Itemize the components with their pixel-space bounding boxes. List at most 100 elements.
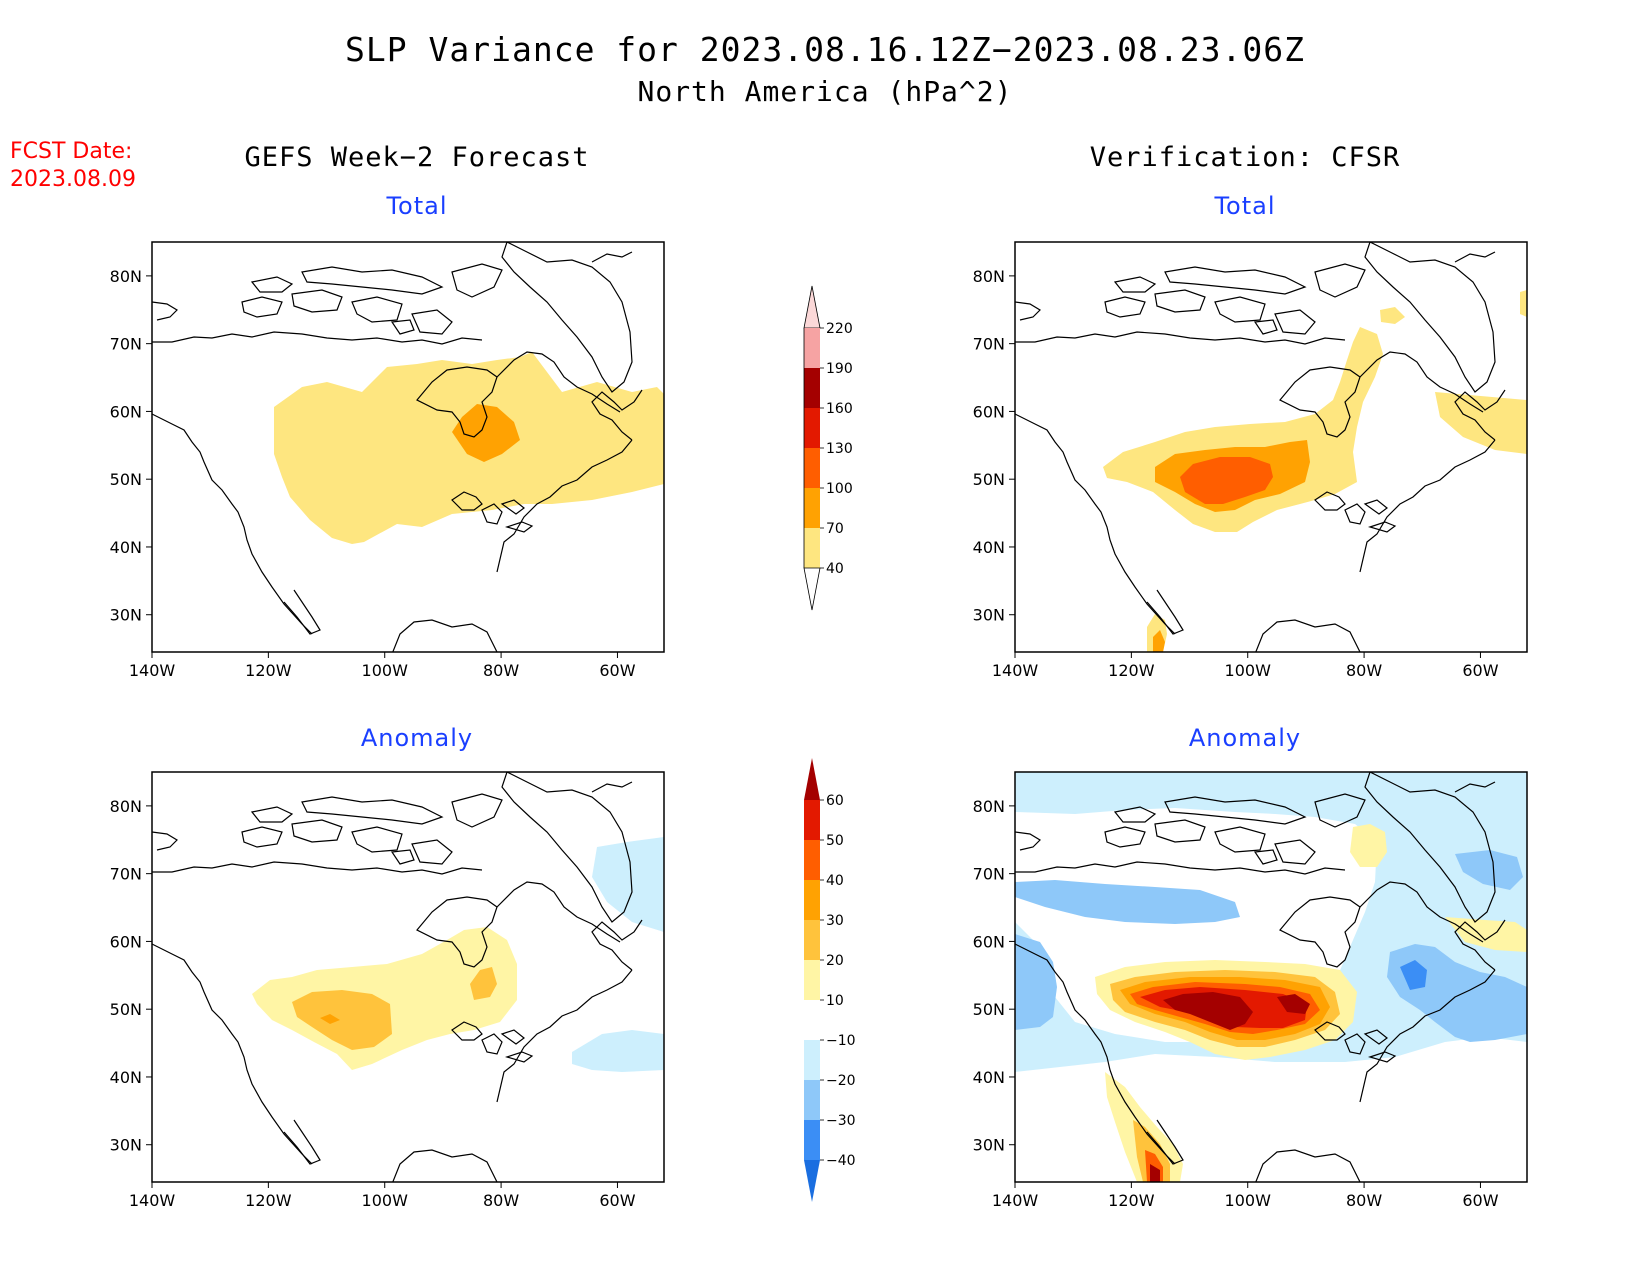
colorbar-swatch [804, 920, 820, 960]
colorbar-label: 100 [826, 481, 853, 497]
panel-title-forecast-anomaly: Anomaly [360, 724, 474, 752]
lon-label: 120W [245, 1191, 292, 1210]
lat-label: 50N [110, 470, 142, 489]
colorbar-label: 50 [826, 833, 844, 849]
lat-label: 70N [973, 865, 1005, 884]
colorbar-swatch [804, 880, 820, 920]
panel-frame [151, 241, 665, 653]
colorbar-label: −30 [826, 1113, 856, 1129]
lon-label: 140W [992, 661, 1039, 680]
map-panel-verification-total: 30N 40N 50N 60N 70N 80N 140W 120W 100W 80W 60W [973, 241, 1528, 680]
lon-label: 80W [483, 661, 519, 680]
shaded-region [1153, 630, 1165, 652]
colorbar-swatch [804, 1000, 820, 1040]
panel-frame [151, 771, 665, 1183]
shaded-region [252, 927, 517, 1070]
map-panel-forecast-anomaly: 30N 40N 50N 60N 70N 80N 140W 120W 100W 80W 60W [110, 771, 665, 1210]
colorbar-label: 20 [826, 953, 844, 969]
lat-label: 40N [973, 1068, 1005, 1087]
shaded-region [1180, 457, 1273, 504]
lon-label: 100W [362, 1191, 409, 1210]
shaded-region [1380, 307, 1405, 324]
lon-label: 60W [1462, 1191, 1498, 1210]
shading-verification-anomaly [1015, 772, 1527, 1182]
colorbar-swatch [804, 448, 820, 488]
colorbar-label: 30 [826, 913, 844, 929]
colorbar-label: 10 [826, 993, 844, 1009]
lon-label: 60W [599, 661, 635, 680]
lat-label: 80N [973, 267, 1005, 286]
shaded-region [1150, 1164, 1160, 1182]
shaded-region [1015, 880, 1240, 924]
lat-label: 60N [973, 402, 1005, 421]
colorbar-label: 40 [826, 561, 844, 577]
colorbar-arrow-top [804, 758, 820, 800]
lon-label: 60W [599, 1191, 635, 1210]
lon-label: 120W [1108, 1191, 1155, 1210]
colorbar-swatch [804, 1040, 820, 1080]
colorbar-label: 220 [826, 321, 853, 337]
lat-label: 30N [110, 606, 142, 625]
colorbar-label: 60 [826, 793, 844, 809]
shaded-region [1520, 290, 1527, 317]
panel-frame [1014, 771, 1528, 1183]
colorbar-label: 190 [826, 361, 853, 377]
colorbar-arrow-bottom [804, 1160, 820, 1202]
lat-label: 60N [973, 932, 1005, 951]
colorbar-swatch [804, 488, 820, 528]
lat-label: 40N [110, 1068, 142, 1087]
colorbar-label: 160 [826, 401, 853, 417]
colorbar-label: −20 [826, 1073, 856, 1089]
shading-forecast-anomaly [152, 772, 664, 1182]
anomaly-colorbar: −40 −30 −20 −10 10 20 30 40 50 60 [804, 758, 856, 1202]
lat-label: 80N [973, 797, 1005, 816]
colorbar-label: 70 [826, 521, 844, 537]
map-panel-verification-anomaly: 30N 40N 50N 60N 70N 80N 140W 120W 100W 80W 60W [973, 771, 1528, 1210]
lat-label: 40N [110, 538, 142, 557]
lat-label: 80N [110, 267, 142, 286]
shaded-region [1435, 392, 1527, 454]
lon-label: 80W [483, 1191, 519, 1210]
lat-label: 70N [110, 865, 142, 884]
colorbar-swatch [804, 328, 820, 368]
colorbar-swatch [804, 800, 820, 840]
lon-label: 120W [245, 661, 292, 680]
column-title-verification: Verification: CFSR [1089, 142, 1401, 173]
colorbar-swatch [804, 368, 820, 408]
lat-label: 50N [973, 470, 1005, 489]
shaded-region [572, 1030, 664, 1072]
column-title-forecast: GEFS Week−2 Forecast [244, 142, 590, 173]
lat-label: 60N [110, 932, 142, 951]
lon-label: 100W [1225, 661, 1272, 680]
forecast-date-value: 2023.08.09 [10, 167, 136, 192]
lat-label: 50N [973, 1000, 1005, 1019]
shading-forecast-total [152, 242, 664, 652]
lon-label: 60W [1462, 661, 1498, 680]
lon-label: 140W [129, 1191, 176, 1210]
lon-label: 80W [1346, 1191, 1382, 1210]
total-colorbar: 40 70 100 130 160 190 220 [803, 285, 853, 611]
lat-label: 30N [973, 606, 1005, 625]
lon-label: 100W [1225, 1191, 1272, 1210]
lat-label: 50N [110, 1000, 142, 1019]
shaded-region [592, 837, 664, 932]
colorbar-swatch [804, 528, 820, 568]
colorbar-swatch [804, 1080, 820, 1120]
main-subtitle: North America (hPa^2) [637, 75, 1013, 108]
lon-label: 140W [992, 1191, 1039, 1210]
shaded-region [452, 404, 520, 462]
shaded-region [1015, 934, 1057, 1030]
colorbar-label: −40 [826, 1153, 856, 1169]
shaded-region [320, 1014, 340, 1024]
lat-label: 30N [973, 1136, 1005, 1155]
colorbar-label: 130 [826, 441, 853, 457]
lat-label: 80N [110, 797, 142, 816]
colorbar-swatch [804, 1120, 820, 1160]
lon-label: 80W [1346, 661, 1382, 680]
forecast-date-label: FCST Date: [10, 139, 133, 164]
shaded-region [1163, 992, 1253, 1030]
shaded-region [1350, 824, 1387, 867]
lat-label: 70N [110, 335, 142, 354]
forecast-date: FCST Date: 2023.08.09 [10, 138, 136, 194]
